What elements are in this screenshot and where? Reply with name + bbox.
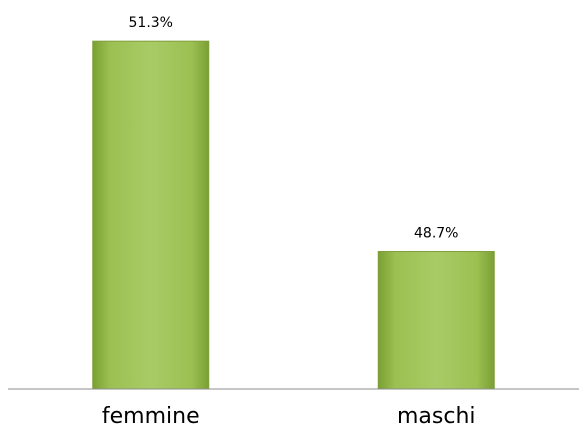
bar <box>92 40 210 390</box>
bar <box>377 250 495 390</box>
value-label: 48.7% <box>414 225 458 241</box>
value-label: 51.3% <box>129 15 173 31</box>
x-tick-label: femmine <box>102 404 200 429</box>
x-tick-label: maschi <box>397 404 476 429</box>
